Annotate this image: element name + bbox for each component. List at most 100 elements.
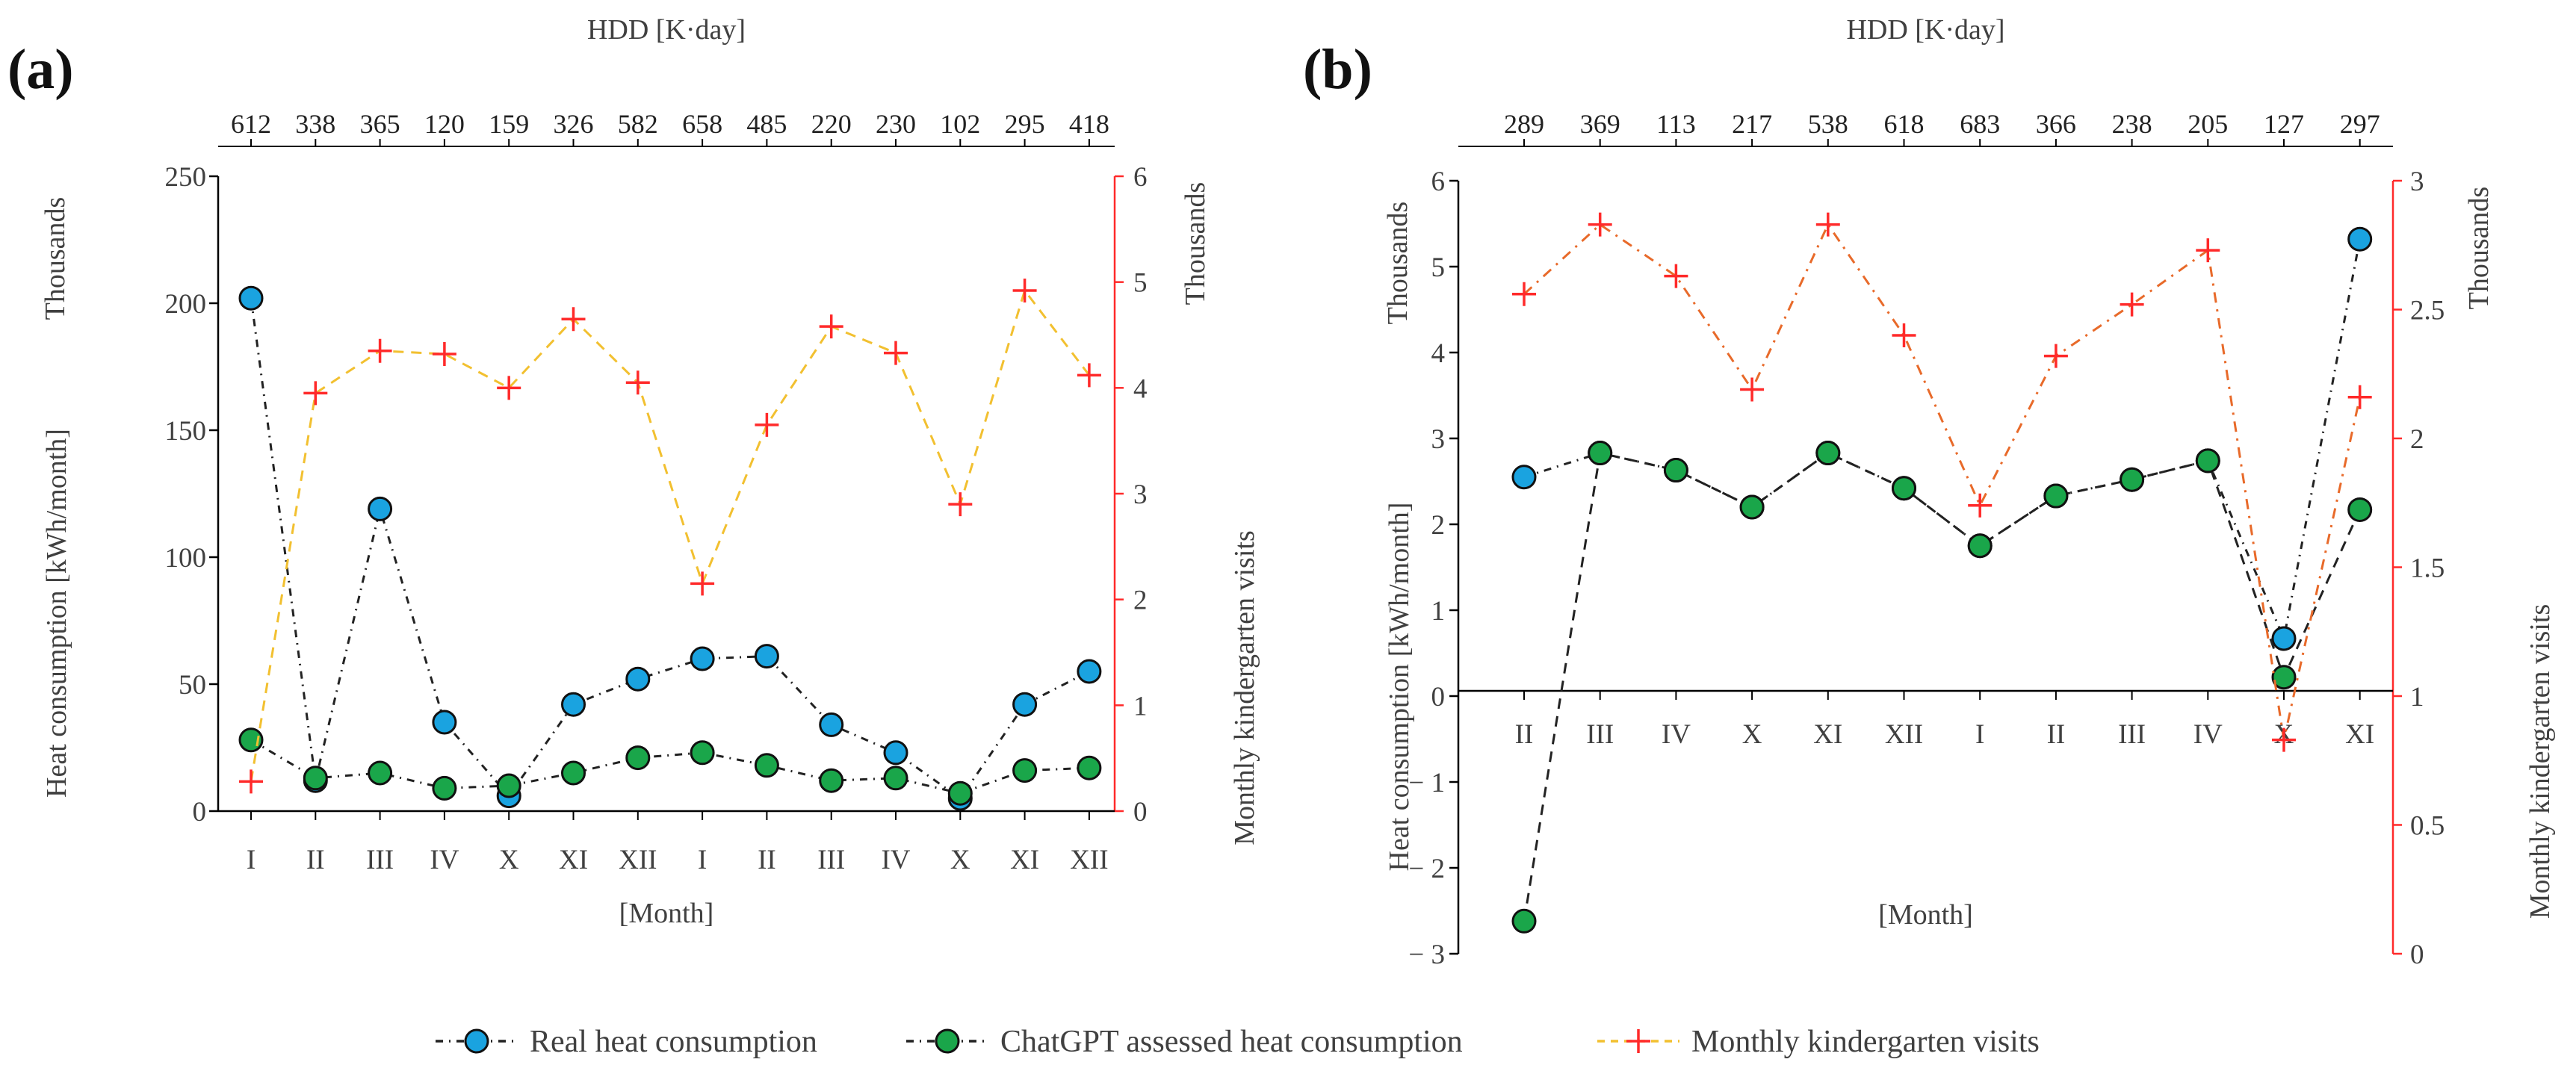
real-point — [1012, 692, 1038, 717]
hdd-value: 618 — [1884, 109, 1925, 139]
month-label: IV — [881, 845, 910, 875]
hdd-value: 338 — [295, 109, 335, 139]
chatgpt-point — [1077, 755, 1102, 780]
series-line-chatgpt — [1523, 451, 2362, 922]
chatgpt-point — [2195, 448, 2220, 474]
legend-marker — [935, 1028, 960, 1054]
month-label: XII — [1885, 719, 1923, 750]
chatgpt-point — [2120, 467, 2145, 492]
visits-point — [1012, 279, 1037, 302]
hdd-value: 683 — [1960, 109, 2000, 139]
hdd-value: 485 — [746, 109, 787, 139]
chatgpt-point — [496, 773, 521, 798]
real-point — [690, 646, 715, 671]
month-label: XI — [1010, 845, 1039, 875]
real-point — [819, 712, 844, 737]
legend-marker — [464, 1028, 489, 1054]
left-axis-unit: Thousands — [40, 197, 71, 320]
right-axis-tick-label: 6 — [1133, 162, 1148, 193]
hdd-value: 230 — [876, 109, 916, 139]
hdd-value: 295 — [1005, 109, 1045, 139]
chatgpt-point — [2043, 483, 2069, 509]
left-axis-tick-label: 1 — [1431, 596, 1446, 627]
visits-point — [239, 769, 263, 794]
hdd-value: 369 — [1580, 109, 1620, 139]
chatgpt-point — [1892, 476, 1916, 501]
hdd-value: 205 — [2188, 109, 2228, 139]
hdd-value: 582 — [618, 109, 658, 139]
right-axis-tick-label: 0 — [1133, 797, 1148, 828]
hdd-value: 127 — [2264, 109, 2304, 139]
hdd-value: 159 — [489, 109, 529, 139]
visits-point — [1740, 377, 1765, 402]
hdd-value: 217 — [1732, 109, 1772, 139]
left-axis-tick-label: − 2 — [1408, 854, 1445, 884]
visits-point — [432, 342, 456, 366]
right-axis-tick-label: 5 — [1133, 268, 1148, 299]
visits-point — [2120, 292, 2144, 317]
hdd-value: 238 — [2112, 109, 2152, 139]
month-label: I — [247, 845, 256, 875]
hdd-value: 326 — [554, 109, 594, 139]
right-axis-tick-label: 1.5 — [2410, 553, 2445, 584]
right-axis-tick-label: 1 — [2410, 682, 2424, 713]
right-axis-unit: Thousands — [1180, 182, 1211, 305]
hdd-value: 220 — [811, 109, 852, 139]
real-point — [561, 692, 586, 717]
x-axis-title: [Month] — [1878, 899, 1973, 931]
panel-label: (b) — [1303, 38, 1372, 101]
visits-point — [755, 412, 779, 437]
hdd-value: 289 — [1504, 109, 1544, 139]
chatgpt-point — [1012, 758, 1038, 783]
left-axis-tick-label: 250 — [165, 162, 207, 193]
visits-point — [2196, 238, 2220, 263]
month-label: III — [1586, 719, 1614, 750]
visits-point — [2272, 727, 2296, 752]
hdd-value: 113 — [1656, 109, 1696, 139]
visits-point — [819, 314, 843, 339]
real-point — [883, 740, 908, 766]
month-label: X — [950, 845, 970, 875]
visits-point — [690, 571, 715, 596]
right-axis-tick-label: 4 — [1133, 373, 1148, 404]
panel-b-chart: (b)HDD [K·day]289 369 113 217 538 618 683 366 23… — [1303, 14, 2556, 970]
left-axis-tick-label: 5 — [1431, 252, 1446, 283]
month-label: IV — [1662, 719, 1691, 750]
chatgpt-point — [690, 740, 715, 766]
month-label: IV — [2193, 719, 2223, 750]
chatgpt-point — [947, 780, 973, 806]
left-axis-tick-label: 2 — [1431, 510, 1446, 541]
chatgpt-point — [625, 745, 651, 771]
left-axis-tick-label: 3 — [1431, 424, 1446, 455]
month-label: II — [1515, 719, 1534, 750]
real-point — [2271, 626, 2297, 651]
hdd-value: 538 — [1808, 109, 1848, 139]
right-axis-tick-label: 0.5 — [2410, 811, 2445, 842]
left-axis-tick-label: 6 — [1431, 167, 1446, 197]
month-label: X — [1742, 719, 1762, 750]
left-axis-tick-label: 200 — [165, 289, 207, 320]
left-axis-tick-label: 50 — [179, 670, 206, 701]
chatgpt-point — [1588, 441, 1613, 466]
chatgpt-point — [561, 760, 586, 786]
hdd-value: 102 — [940, 109, 980, 139]
month-label: XI — [1813, 719, 1842, 750]
series-line-visits — [250, 288, 1091, 782]
real-point — [1511, 465, 1537, 490]
chatgpt-point — [819, 768, 844, 793]
chatgpt-point — [1967, 533, 1993, 559]
right-axis-title: Monthly kindergarten visits — [1229, 530, 1260, 845]
chatgpt-point — [754, 753, 779, 778]
panel-a-chart: (a)HDD [K·day]612 338 365 120 159 326 582 658 48… — [7, 14, 1260, 929]
chatgpt-point — [1739, 494, 1765, 520]
visits-point — [1512, 282, 1536, 306]
panel-label: (a) — [7, 38, 74, 101]
real-point — [238, 285, 264, 311]
chatgpt-point — [2347, 497, 2373, 522]
visits-point — [303, 381, 328, 406]
right-axis-tick-label: 0 — [2410, 940, 2424, 970]
right-axis-tick-label: 2.5 — [2410, 296, 2445, 326]
month-label: II — [758, 845, 776, 875]
visits-point — [561, 307, 586, 332]
visits-point — [1815, 212, 1840, 237]
